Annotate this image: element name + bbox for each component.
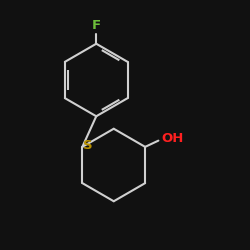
Text: OH: OH xyxy=(162,132,184,145)
Text: F: F xyxy=(92,19,101,32)
Text: S: S xyxy=(82,138,92,151)
